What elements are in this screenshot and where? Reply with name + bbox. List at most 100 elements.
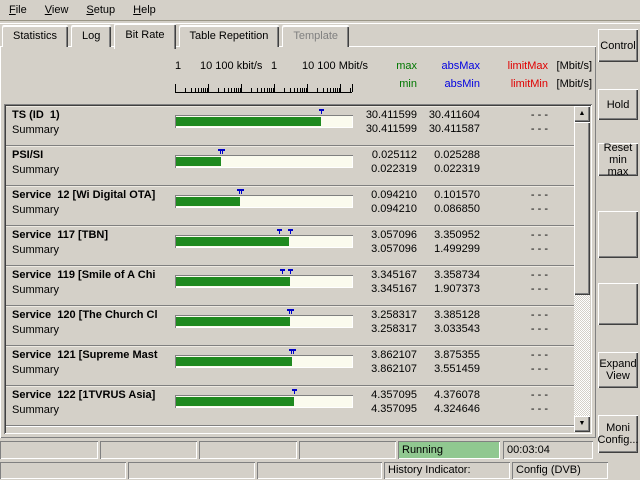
menu-view[interactable]: View bbox=[44, 4, 69, 16]
bitrate-row-4[interactable]: Service 117 [TBN] Summary 3.057096 3.350952… bbox=[6, 226, 576, 266]
ruler-tick bbox=[240, 88, 241, 92]
ruler-tick bbox=[323, 88, 324, 92]
column-headers-min: min absMin limitMin [Mbit/s] bbox=[0, 78, 596, 91]
scroll-down-button[interactable]: ▼ bbox=[574, 416, 590, 432]
bitrate-bar-track bbox=[175, 195, 353, 208]
value-min: 3.345167 bbox=[371, 283, 417, 295]
abs-marker-icon bbox=[277, 229, 282, 234]
tab-log[interactable]: Log bbox=[71, 25, 112, 47]
menu-bar: File View Setup Help bbox=[0, 0, 640, 20]
row-service-name: Service 119 [Smile of A Chi bbox=[12, 269, 156, 281]
ruler-tick bbox=[339, 88, 340, 92]
menu-help[interactable]: Help bbox=[133, 4, 156, 16]
value-limitmin: - - - bbox=[530, 403, 548, 415]
abs-marker-icon bbox=[280, 269, 285, 274]
bitrate-bar-track bbox=[175, 155, 353, 168]
ruler-tick bbox=[284, 88, 285, 92]
row-service-name: Service 117 [TBN] bbox=[12, 229, 108, 241]
ruler-tick bbox=[257, 88, 258, 92]
value-absmin: 4.324646 bbox=[434, 403, 480, 415]
history-indicator: History Indicator: Unlimited bbox=[384, 462, 510, 479]
bitrate-bar-track bbox=[175, 395, 353, 408]
bitrate-row-2[interactable]: PSI/SI Summary 0.025112 0.025288 0.022319 0.0… bbox=[6, 146, 576, 186]
value-absmin: 30.411587 bbox=[428, 123, 480, 135]
vertical-scrollbar[interactable]: ▲ ▼ bbox=[574, 106, 590, 432]
value-limitmax: - - - bbox=[530, 309, 548, 321]
value-max: 3.345167 bbox=[371, 269, 417, 281]
ruler-tick bbox=[327, 88, 328, 92]
ruler-tick bbox=[274, 84, 275, 92]
scroll-up-button[interactable]: ▲ bbox=[574, 106, 590, 122]
ruler-tick bbox=[236, 88, 237, 92]
value-absmax: 0.101570 bbox=[434, 189, 480, 201]
value-absmax: 3.875355 bbox=[434, 349, 480, 361]
ruler-tick bbox=[330, 88, 331, 92]
ruler-tick bbox=[337, 88, 338, 92]
abs-marker-icon bbox=[289, 309, 294, 314]
ruler-tick bbox=[340, 84, 341, 92]
hold-button[interactable]: Hold bbox=[598, 89, 638, 120]
scroll-thumb[interactable] bbox=[574, 122, 590, 295]
abs-marker-icon bbox=[239, 189, 244, 194]
value-absmin: 3.033543 bbox=[434, 323, 480, 335]
value-max: 0.094210 bbox=[371, 189, 417, 201]
tab-table-repetition[interactable]: Table Repetition bbox=[178, 25, 280, 47]
bitrate-row-3[interactable]: Service 12 [Wi Digital OTA] Summary 0.0942… bbox=[6, 186, 576, 226]
value-limitmin: - - - bbox=[530, 243, 548, 255]
bitrate-row-5[interactable]: Service 119 [Smile of A Chi Summary 3.3451… bbox=[6, 266, 576, 306]
bitrate-bar-track bbox=[175, 315, 353, 328]
control-button[interactable]: Control bbox=[598, 29, 638, 62]
expand-view-button[interactable]: Expand View bbox=[598, 352, 638, 388]
menu-file[interactable]: File bbox=[9, 4, 27, 16]
bitrate-row-6[interactable]: Service 120 [The Church Cl Summary 3.25831… bbox=[6, 306, 576, 346]
value-limitmax: - - - bbox=[530, 389, 548, 401]
ruler-tick bbox=[175, 84, 176, 92]
value-limitmin: - - - bbox=[530, 363, 548, 375]
row-summary-label: Summary bbox=[12, 284, 60, 296]
ruler-tick bbox=[264, 88, 265, 92]
column-header-limitMin: limitMin bbox=[510, 78, 548, 90]
value-limitmin: - - - bbox=[530, 203, 548, 215]
bitrate-bar-track bbox=[175, 355, 353, 368]
ruler-tick bbox=[304, 88, 305, 92]
row-summary-label: Summary bbox=[12, 204, 60, 216]
ruler-tick bbox=[269, 88, 270, 92]
bitrate-row-7[interactable]: Service 121 [Supreme Mast Summary 3.862107… bbox=[6, 346, 576, 386]
column-header-absMax: absMax bbox=[441, 60, 480, 72]
bitrate-row-1[interactable]: TS (ID 1) Summary 30.411599 30.411604 - - - 3… bbox=[6, 106, 576, 146]
tab-bit-rate[interactable]: Bit Rate bbox=[114, 23, 176, 49]
tab-statistics[interactable]: Statistics bbox=[2, 25, 69, 47]
moni-config-button[interactable]: Moni Config... bbox=[598, 415, 638, 453]
ruler-tick bbox=[198, 88, 199, 92]
bitrate-bar-fill bbox=[176, 277, 290, 286]
ruler-tick bbox=[224, 88, 225, 92]
status-panel-empty bbox=[128, 462, 255, 479]
value-limitmin: - - - bbox=[530, 323, 548, 335]
bitrate-list-frame: TS (ID 1) Summary 30.411599 30.411604 - - - 3… bbox=[4, 104, 592, 434]
ruler-tick bbox=[201, 88, 202, 92]
bitrate-row-8[interactable]: Service 122 [1TVRUS Asia] Summary 4.357095… bbox=[6, 386, 576, 426]
blank-softkey-1 bbox=[598, 211, 638, 258]
row-service-name: Service 121 [Supreme Mast bbox=[12, 349, 158, 361]
value-max: 0.025112 bbox=[371, 149, 417, 161]
status-panel-empty bbox=[299, 441, 396, 459]
value-max: 3.258317 bbox=[371, 309, 417, 321]
ruler-tick bbox=[208, 84, 209, 92]
ruler-tick bbox=[306, 88, 307, 92]
value-absmin: 3.551459 bbox=[434, 363, 480, 375]
value-absmin: 0.086850 bbox=[434, 203, 480, 215]
bitrate-bar-fill bbox=[176, 357, 292, 366]
bitrate-bar-fill bbox=[176, 157, 221, 166]
bitrate-bar-fill bbox=[176, 237, 289, 246]
ruler-tick bbox=[307, 84, 308, 92]
row-summary-label: Summary bbox=[12, 244, 60, 256]
bitrate-bar-track bbox=[175, 235, 353, 248]
bitrate-bar-fill bbox=[176, 317, 290, 326]
ruler-tick bbox=[207, 88, 208, 92]
value-min: 3.258317 bbox=[371, 323, 417, 335]
row-summary-label: Summary bbox=[12, 164, 60, 176]
menu-setup[interactable]: Setup bbox=[86, 4, 116, 16]
reset-min-max-button[interactable]: Reset min max bbox=[598, 142, 638, 178]
value-limitmin: - - - bbox=[530, 283, 548, 295]
